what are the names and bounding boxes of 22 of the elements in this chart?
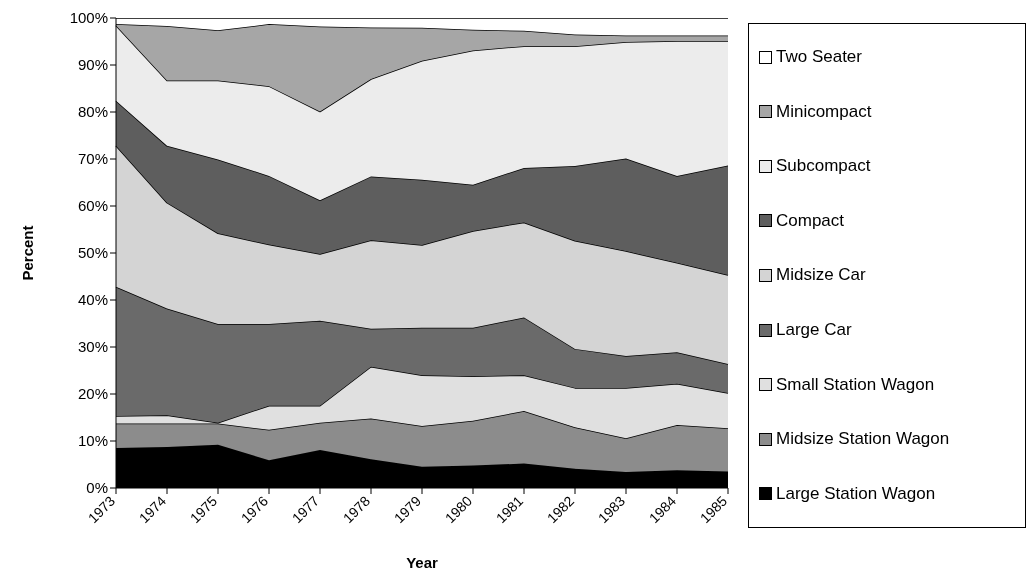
y-tick-label: 100%: [69, 9, 108, 27]
y-tick-label: 10%: [77, 432, 108, 450]
legend-label: Minicompact: [776, 101, 872, 122]
y-tick-label: 30%: [77, 338, 108, 356]
y-tick-label: 20%: [77, 385, 108, 403]
y-tick-label: 90%: [77, 56, 108, 74]
legend-label: Midsize Station Wagon: [776, 429, 950, 450]
legend-label: Large Car: [776, 320, 852, 340]
y-tick-label: 60%: [77, 197, 108, 215]
x-axis-title: Year: [406, 554, 439, 571]
legend-label: Compact: [776, 210, 845, 231]
legend-label: Large Station Wagon: [776, 483, 936, 504]
y-tick-label: 50%: [77, 244, 108, 262]
legend-label: Small Station Wagon: [776, 374, 935, 395]
y-tick-label: 40%: [77, 291, 108, 309]
legend-label: Subcompact: [776, 156, 871, 177]
y-tick-label: 80%: [77, 103, 108, 121]
legend-label: Two Seater: [776, 47, 862, 68]
y-tick-label: 0%: [86, 479, 108, 497]
legend-label: Midsize Car: [776, 265, 866, 286]
y-axis-title: Percent: [19, 225, 37, 281]
y-tick-label: 70%: [77, 150, 108, 168]
